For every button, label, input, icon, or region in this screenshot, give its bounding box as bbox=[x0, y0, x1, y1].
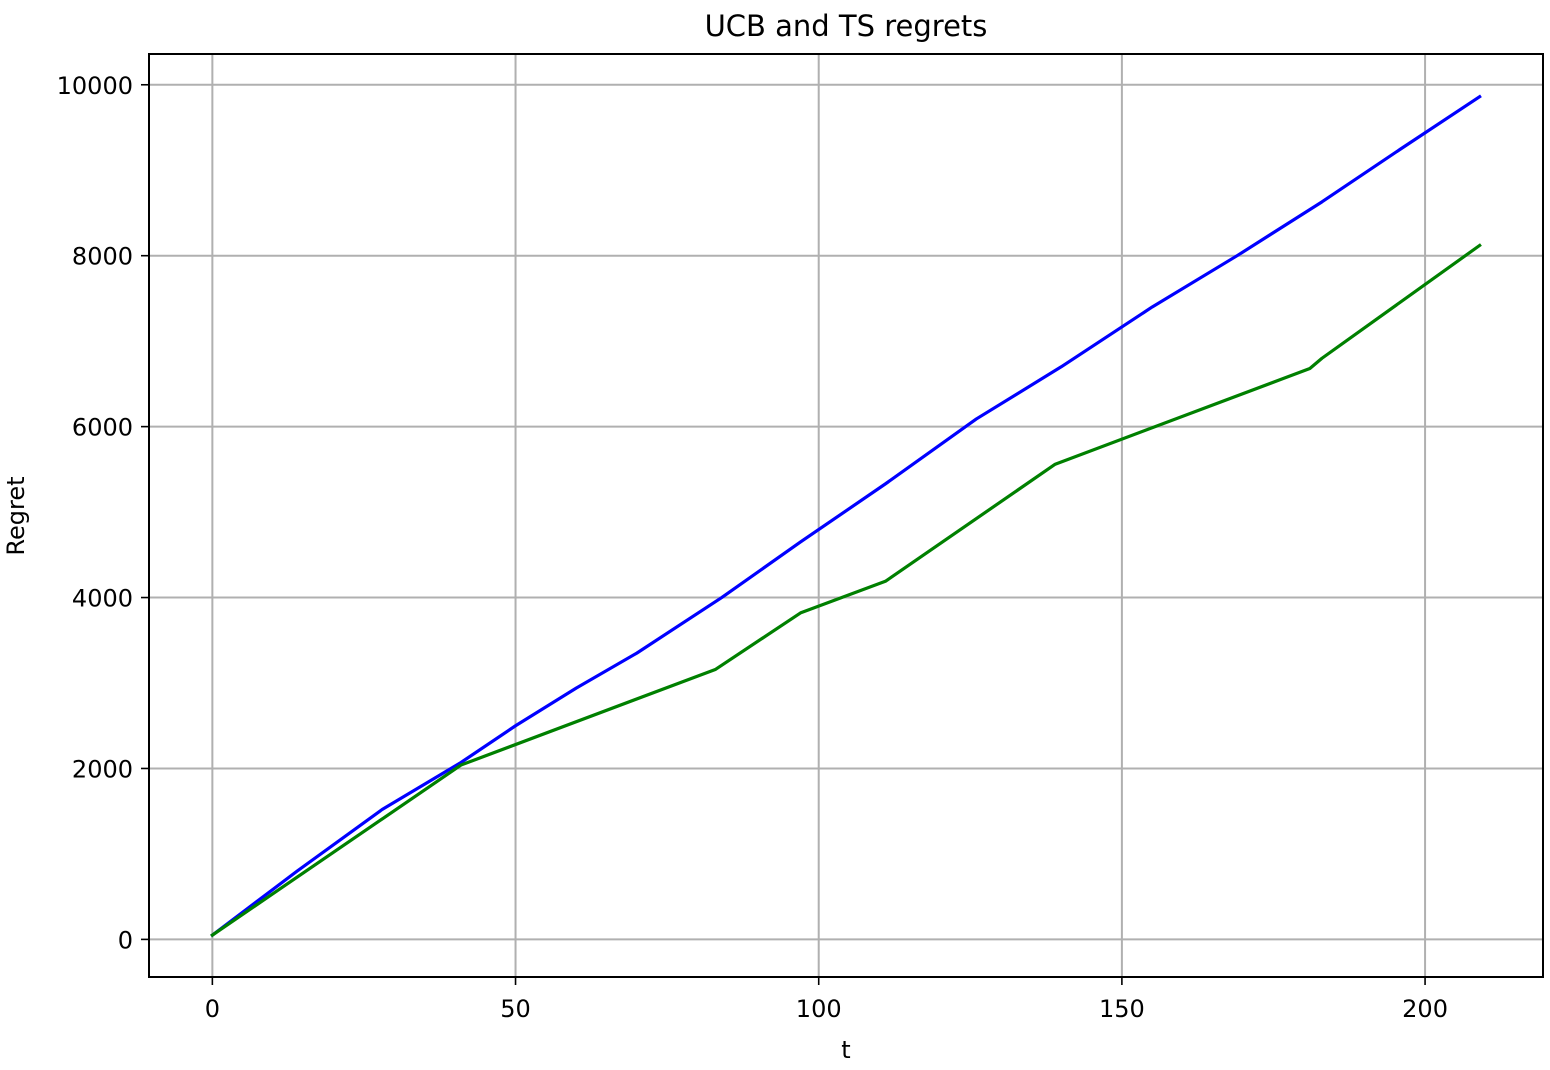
series-line-2 bbox=[210, 243, 1482, 938]
y-tick-label: 6000 bbox=[72, 414, 133, 442]
x-tick-label: 0 bbox=[205, 995, 220, 1023]
series-line-1 bbox=[210, 94, 1482, 938]
x-tick-label: 150 bbox=[1099, 995, 1145, 1023]
y-tick-label: 8000 bbox=[72, 243, 133, 271]
x-tick-label: 50 bbox=[500, 995, 531, 1023]
x-axis-label: t bbox=[841, 1036, 850, 1064]
y-tick-label: 10000 bbox=[57, 72, 133, 100]
series-layer bbox=[210, 94, 1482, 938]
chart-title: UCB and TS regrets bbox=[705, 9, 988, 43]
grid bbox=[149, 54, 1543, 977]
y-tick-label: 4000 bbox=[72, 585, 133, 613]
x-tick-label: 200 bbox=[1402, 995, 1448, 1023]
plot-frame bbox=[148, 53, 1544, 978]
y-tick-label: 2000 bbox=[72, 755, 133, 783]
y-axis-label: Regret bbox=[2, 476, 30, 555]
x-tick-label: 100 bbox=[796, 995, 842, 1023]
y-tick-label: 0 bbox=[118, 926, 133, 954]
